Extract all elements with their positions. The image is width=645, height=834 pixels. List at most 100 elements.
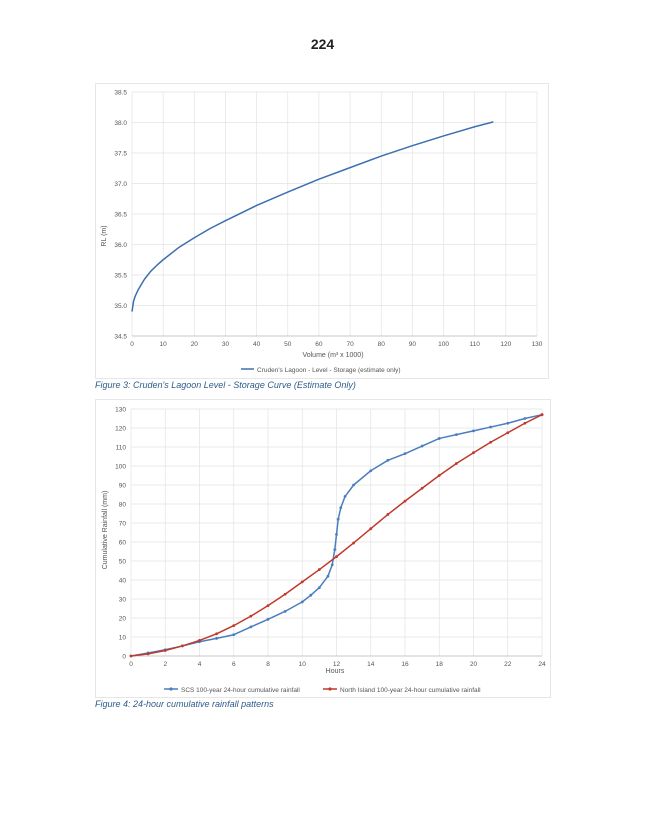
series-0-point-25 [437,437,441,440]
y-tick-label-5: 37.0 [114,181,127,188]
y-tick-labels: 34.5 35.0 35.5 36.0 36.5 37.0 37.5 38.0 38.5 [114,89,127,340]
series-0-point-9 [283,609,287,613]
storage-curve-svg: 0 10 20 30 40 50 60 70 80 90 100 110 120 130 34.5 35.0… [101,89,543,374]
x-tick-label-6: 60 [315,341,323,348]
series-lines [131,121,494,312]
x-tick-label-12: 120 [500,341,511,348]
series-1-point-18 [437,474,441,477]
figure-4-caption: Figure 4: 24-hour cumulative rainfall pa… [95,699,274,709]
y-tick-label-1: 10 [119,634,127,641]
series-0-point-21 [369,469,373,473]
series-0-point-17 [336,517,340,521]
x-tick-labels: 0 10 20 30 40 50 60 70 80 90 100 110 120 130 [130,341,543,348]
y-tick-label-3: 30 [119,596,127,603]
series-0-point-27 [472,429,475,433]
y-tick-label-11: 110 [116,444,127,451]
y-tick-label-6: 60 [119,539,127,546]
y-tick-label-3: 36.0 [114,242,127,249]
series-1-point-20 [472,451,475,455]
series-0-point-22 [386,458,390,462]
y-tick-label-5: 50 [119,558,127,565]
x-tick-label-1: 10 [160,341,168,348]
series-lines [129,413,544,658]
x-tick-label-9: 90 [409,341,417,348]
x-tick-label-0: 0 [130,341,134,348]
x-tick-label-0: 0 [129,661,133,668]
legend: SCS 100-year 24-hour cumulative rainfall… [164,687,481,694]
series-0-point-15 [333,548,337,551]
y-tick-label-12: 120 [115,425,126,432]
y-tick-label-2: 35.5 [114,272,127,279]
series-1-point-23 [523,421,527,425]
series-1-point-5 [215,632,219,636]
y-tick-label-7: 38.0 [114,120,127,127]
x-tick-label-3: 6 [232,661,236,668]
series-1-point-16 [403,499,407,503]
series-1-point-14 [369,527,373,531]
series-0-point-16 [335,533,338,536]
chart-grid [130,408,543,657]
x-tick-label-8: 16 [401,661,409,668]
x-tick-label-10: 20 [470,661,478,668]
series-1-point-6 [232,624,236,627]
x-tick-label-11: 110 [470,341,481,348]
y-tick-label-8: 80 [119,501,127,508]
y-tick-label-0: 34.5 [114,333,127,340]
x-tick-label-5: 50 [284,341,292,348]
y-tick-label-2: 20 [119,615,127,622]
y-tick-label-6: 37.5 [114,150,127,157]
series-1-point-9 [283,592,287,596]
x-tick-label-5: 10 [299,661,307,668]
series-1-point-7 [249,614,253,618]
x-tick-label-1: 2 [163,661,167,668]
series-0-point-19 [343,495,347,498]
x-tick-labels: 0 2 4 6 8 10 12 14 16 18 20 22 24 [129,661,546,668]
series-1-point-17 [420,486,424,490]
y-axis-label: Cumulative Rainfall (mm) [102,491,109,570]
series-0-point-14 [330,563,334,567]
x-tick-label-9: 18 [436,661,444,668]
x-tick-label-13: 130 [532,341,543,348]
series-0-point-13 [326,574,330,578]
legend-marker-scs [169,687,173,691]
series-0-point-23 [403,452,407,456]
series-0-point-30 [523,417,527,420]
series-0-point-6 [232,633,236,637]
series-0-point-12 [317,586,321,589]
series-1-point-12 [335,555,338,559]
legend-label-storage: Cruden's Lagoon - Level - Storage (estim… [257,367,401,374]
series-0-point-11 [309,593,313,597]
storage-curve-chart: 0 10 20 30 40 50 60 70 80 90 100 110 120 130 34.5 35.0… [95,83,549,379]
series-1-point-15 [386,513,390,516]
x-tick-label-4: 8 [266,661,270,668]
x-tick-label-8: 80 [378,341,386,348]
y-tick-label-10: 100 [115,463,126,470]
series-0-point-26 [454,433,458,437]
y-tick-label-4: 40 [119,577,127,584]
series-0-point-29 [506,421,510,425]
legend: Cruden's Lagoon - Level - Storage (estim… [241,367,401,374]
y-tick-label-9: 90 [119,482,127,489]
legend-label-north-island: North Island 100-year 24-hour cumulative… [340,687,481,694]
x-tick-label-11: 22 [504,661,512,668]
rainfall-chart: 0 2 4 6 8 10 12 14 16 18 20 22 24 0 10 20 30 40 50 60 70 80 9… [95,399,551,698]
x-axis-label: Hours [326,668,345,675]
rainfall-svg: 0 2 4 6 8 10 12 14 16 18 20 22 24 010203040506070809… [102,406,546,694]
x-tick-label-7: 14 [367,661,375,668]
series-1-point-24 [540,413,544,417]
x-tick-label-2: 20 [191,341,199,348]
figure-3-caption: Figure 3: Cruden's Lagoon Level - Storag… [95,380,356,390]
series-1-point-11 [317,568,321,571]
y-tick-label-1: 35.0 [114,303,127,310]
series-1-point-21 [489,440,493,444]
y-tick-label-13: 130 [115,406,126,413]
x-axis-label: Volume (m³ x 1000) [302,352,363,359]
series-1-point-4 [198,639,201,642]
x-tick-label-6: 12 [333,661,341,668]
x-tick-label-3: 30 [222,341,230,348]
x-tick-label-7: 70 [346,341,354,348]
x-tick-label-10: 100 [438,341,449,348]
series-line-0 [130,413,543,657]
series-0-point-5 [215,636,219,640]
y-tick-label-8: 38.5 [114,89,127,96]
